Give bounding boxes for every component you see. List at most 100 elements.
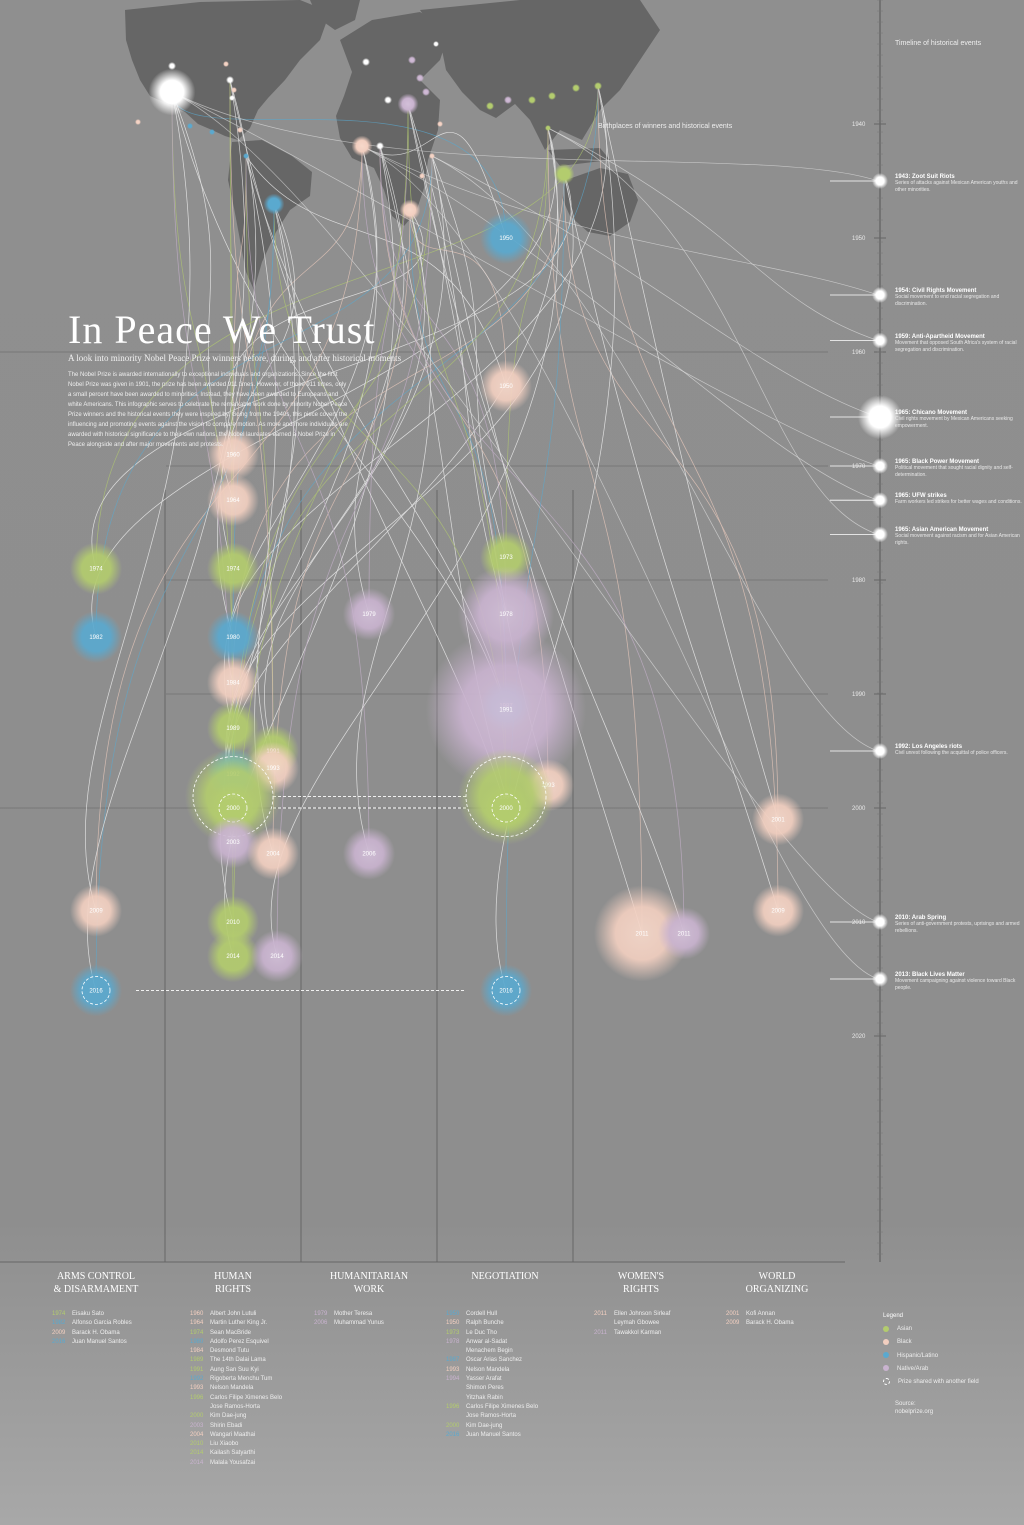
winner-row: 1979 Mother Teresa bbox=[314, 1310, 384, 1319]
event-title: 1965: Chicano Movement bbox=[895, 410, 968, 416]
flow-line bbox=[224, 145, 395, 957]
bubble-black bbox=[207, 474, 259, 527]
legend-item-shared: Prize shared with another field bbox=[883, 1376, 979, 1389]
event-text: 1992: Los Angeles riots Civil unrest foll… bbox=[895, 744, 1023, 757]
credit-label: Source: bbox=[895, 1401, 916, 1407]
winner-name: Alfonso Garcia Robles bbox=[72, 1320, 132, 1327]
prize-bubble: 2016 bbox=[480, 964, 532, 1017]
event-flow-line bbox=[361, 145, 879, 296]
winner-name: Liu Xiaobo bbox=[210, 1441, 239, 1448]
legend-swatch-icon bbox=[883, 1325, 889, 1332]
event-title: 1954: Civil Rights Movement bbox=[895, 288, 977, 294]
birthplaces-label: Birthplaces of winners and historical ev… bbox=[598, 123, 733, 130]
winner-year: 1960 bbox=[190, 1311, 204, 1317]
winner-name: Malala Yousafzai bbox=[210, 1459, 256, 1466]
prize-bubble: 2001 bbox=[752, 793, 804, 846]
event-desc: Series of anti-government protests, upri… bbox=[895, 921, 1020, 934]
bubble-label: 1964 bbox=[226, 498, 240, 504]
birthplace-dot bbox=[408, 56, 416, 64]
winner-row: 1950 Ralph Bunche bbox=[446, 1319, 538, 1328]
category-label: HUMANITARIAN WORK bbox=[329, 1271, 409, 1295]
winner-row: 2014 Malala Yousafzai bbox=[190, 1459, 282, 1468]
bubble-label: 2011 bbox=[678, 931, 692, 937]
year-tick-label: 2000 bbox=[852, 806, 866, 812]
winner-row: 2009 Barack H. Obama bbox=[52, 1329, 132, 1338]
legend-item-asian: Asian bbox=[883, 1323, 979, 1336]
event-title: 1965: UFW strikes bbox=[895, 493, 947, 500]
event-text: 2010: Arab Spring Series of anti-governme… bbox=[895, 915, 1023, 935]
bubble-native bbox=[658, 907, 710, 960]
birthplace-dot bbox=[243, 153, 249, 159]
event-marker bbox=[872, 743, 888, 759]
event-text: 1965: UFW strikes Farm workers led strike… bbox=[895, 493, 1023, 506]
event-desc: Civil rights movement by Mexican America… bbox=[895, 416, 1013, 429]
prize-bubble: 2009 bbox=[752, 884, 804, 937]
birthplace-dot bbox=[148, 68, 196, 116]
flow-line bbox=[597, 85, 779, 911]
flow-line bbox=[356, 209, 432, 854]
category-label: WORLD ORGANIZING bbox=[745, 1271, 809, 1295]
prize-bubble: 2011 bbox=[594, 885, 690, 982]
bubble-label: 1973 bbox=[499, 555, 513, 561]
winner-year: 2000 bbox=[190, 1413, 204, 1420]
event-title: 1959: Anti-Apartheid Movement bbox=[895, 333, 985, 340]
winner-name: Jose Ramos-Horta bbox=[210, 1403, 261, 1410]
flow-line bbox=[379, 145, 507, 615]
year-tick-label: 1970 bbox=[852, 464, 866, 470]
prize-bubble: 1989 bbox=[207, 702, 259, 755]
bubble-label: 1978 bbox=[499, 612, 513, 618]
winner-name: Barack H. Obama bbox=[746, 1320, 794, 1327]
bubble-label: 1980 bbox=[226, 635, 240, 641]
winner-row: Jose Ramos-Horta bbox=[446, 1412, 538, 1421]
category-label: WOMEN'S RIGHTS bbox=[617, 1271, 665, 1295]
event-text: 1943: Zoot Suit Riots Series of attacks a… bbox=[895, 174, 1023, 194]
winner-row: 2016 Juan Manuel Santos bbox=[52, 1338, 132, 1347]
event-marker bbox=[872, 526, 888, 543]
winner-row: 1992 Rigoberta Menchu Tum bbox=[190, 1375, 282, 1384]
winner-name: Eisaku Sato bbox=[72, 1311, 105, 1317]
winner-year: 1993 bbox=[446, 1366, 460, 1373]
prize-bubble: 2000 bbox=[480, 782, 532, 834]
flow-line bbox=[272, 209, 411, 854]
winner-list: 1979 Mother Teresa 2006 Muhammad Yunus bbox=[314, 1310, 384, 1329]
winner-name: Muhammad Yunus bbox=[334, 1320, 384, 1327]
winner-row: 1989 The 14th Dalai Lama bbox=[190, 1356, 282, 1365]
event-desc: Civil unrest following the acquittal of … bbox=[895, 750, 1008, 756]
bubble-black bbox=[207, 428, 259, 481]
event-title: 1943: Zoot Suit Riots bbox=[895, 174, 955, 180]
winner-year: 1950 bbox=[446, 1320, 460, 1327]
winner-row: 1987 Oscar Arias Sanchez bbox=[446, 1356, 538, 1365]
winner-row: 2014 Kailash Satyarthi bbox=[190, 1449, 282, 1458]
birthplace-dot bbox=[229, 95, 235, 101]
event-marker bbox=[872, 458, 888, 474]
event-text: 1965: Chicano Movement Civil rights movem… bbox=[895, 410, 1023, 430]
legend-item-black: Black bbox=[883, 1336, 979, 1349]
event-text: 1965: Asian American Movement Social move… bbox=[895, 527, 1023, 547]
year-grid: 1940 1950 1960 1970 1980 1990 2000 2010 2020 bbox=[0, 0, 886, 1262]
flow-line bbox=[171, 91, 507, 239]
prize-bubble: 1974 bbox=[70, 542, 122, 595]
winner-list: 2001 Kofi Annan 2009 Barack H. Obama bbox=[726, 1310, 794, 1329]
winner-row: 2003 Shirin Ebadi bbox=[190, 1422, 282, 1431]
year-tick-label: 1960 bbox=[852, 350, 866, 356]
event-desc: Political movement that sought racial di… bbox=[895, 465, 1013, 478]
legend-swatch-icon bbox=[883, 1338, 889, 1345]
shared-ring bbox=[81, 976, 111, 1005]
legend-title: Legend bbox=[883, 1313, 904, 1319]
event-desc: Social movement against racism and for A… bbox=[895, 533, 1020, 547]
winner-row: 1960 Albert John Lutuli bbox=[190, 1310, 282, 1319]
bubble-native bbox=[343, 588, 395, 641]
bubble-native bbox=[207, 816, 259, 869]
birthplace-dot bbox=[572, 84, 580, 92]
bubble-black bbox=[752, 884, 804, 937]
prize-bubble: 2011 bbox=[658, 907, 710, 960]
bubble-label: 2014 bbox=[226, 954, 240, 960]
event-flow-line bbox=[361, 145, 879, 980]
birthplace-dot bbox=[263, 193, 285, 215]
prize-bubble: 2014 bbox=[251, 930, 303, 983]
event-markers bbox=[830, 173, 902, 987]
winner-year: 1994 bbox=[446, 1376, 460, 1383]
page-title: In Peace We Trust bbox=[68, 307, 376, 352]
dashed-circle-icon bbox=[883, 1377, 890, 1385]
event-marker bbox=[872, 971, 888, 987]
